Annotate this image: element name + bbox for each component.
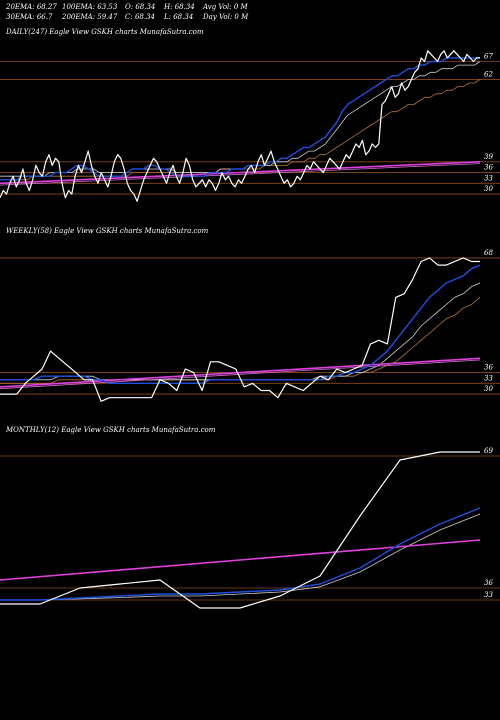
header-avg-vol: Avg Vol: 0 M (203, 3, 248, 11)
header-high: H: 68.34 (164, 3, 195, 11)
series-ema-mid (0, 61, 481, 177)
level-label-30: 30 (484, 385, 493, 393)
weekly-chart: 68 36 33 30 (0, 249, 500, 402)
level-label-68: 68 (484, 249, 493, 257)
level-label-62: 62 (484, 70, 493, 78)
series-price (0, 50, 480, 202)
monthly-panel-title: MONTHLY(12) Eagle View GSKH charts Munaf… (6, 426, 216, 434)
level-label-36: 36 (484, 579, 493, 587)
level-label-36: 36 (484, 164, 493, 172)
daily-chart: 67 62 39 36 33 30 (0, 50, 500, 202)
series-price (0, 257, 480, 402)
header-200ema: 200EMA: 59.47 (62, 13, 118, 21)
header-100ema: 100EMA: 63.53 (62, 3, 118, 11)
level-label-33: 33 (484, 591, 493, 599)
header-20ema: 20EMA: 68.27 (6, 3, 57, 11)
daily-panel-title: DAILY(247) Eagle View GSKH charts Munafa… (6, 28, 204, 36)
header-30ema: 30EMA: 66.7 (6, 13, 53, 21)
series-price (0, 451, 480, 609)
level-label-39: 39 (484, 153, 493, 161)
header-close: C: 68.34 (125, 13, 155, 21)
series-trend2 (0, 359, 481, 390)
level-label-33: 33 (484, 174, 493, 182)
series-ema-short (0, 57, 480, 181)
level-label-36: 36 (484, 364, 493, 372)
series-trend2 (0, 163, 481, 186)
header-low: L: 68.34 (164, 13, 194, 21)
series-trend (0, 357, 481, 388)
series-ema-mid (0, 513, 481, 601)
level-label-33: 33 (484, 374, 493, 382)
series-ema-short (0, 264, 481, 385)
level-label-30: 30 (484, 185, 493, 193)
level-label-67: 67 (484, 53, 493, 61)
series-trend (0, 161, 481, 185)
header-day-vol: Day Vol: 0 M (203, 13, 249, 21)
weekly-panel-title: WEEKLY(58) Eagle View GSKH charts Munafa… (6, 227, 209, 235)
series-ema-short (0, 507, 481, 601)
header-open: O: 68.34 (125, 3, 156, 11)
series-ema-mid (0, 282, 481, 381)
level-label-69: 69 (484, 447, 493, 455)
monthly-chart: 69 36 33 (0, 447, 500, 609)
series-trend (0, 539, 481, 581)
